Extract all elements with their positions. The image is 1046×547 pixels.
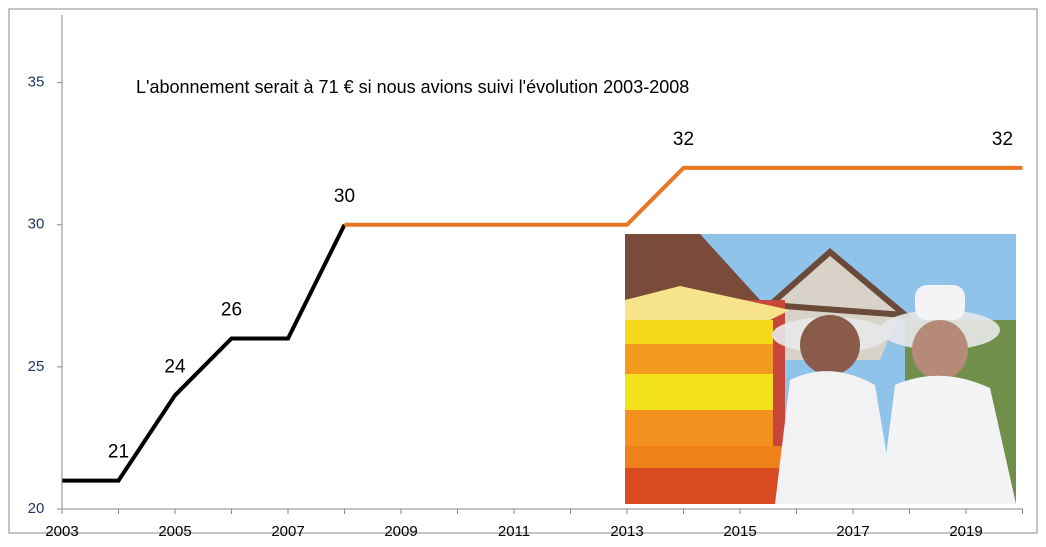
data-label: 21	[108, 442, 129, 463]
x-tick-label: 2007	[271, 523, 304, 540]
annotation: L'abonnement serait à 71 € si nous avion…	[136, 77, 689, 97]
data-label: 32	[673, 129, 694, 150]
y-tick-label: 30	[28, 216, 45, 233]
x-tick-label: 2009	[384, 523, 417, 540]
y-tick-label: 25	[28, 358, 45, 375]
data-label: 24	[164, 356, 186, 377]
data-label: 30	[334, 186, 355, 207]
x-tick-label: 2011	[498, 523, 530, 540]
chart: L'abonnement serait à 71 € si nous avion…	[0, 0, 1046, 542]
x-tick-label: 2005	[158, 523, 191, 540]
x-tick-label: 2017	[836, 523, 869, 540]
y-tick-label: 20	[28, 500, 45, 517]
data-label: 32	[992, 129, 1013, 150]
x-tick-label: 2019	[949, 523, 982, 540]
x-tick-label: 2013	[610, 523, 643, 540]
x-tick-label: 2015	[723, 523, 756, 540]
y-tick-label: 35	[28, 74, 45, 91]
photo	[625, 234, 1016, 504]
data-label: 26	[221, 299, 242, 320]
x-tick-label: 2003	[45, 523, 78, 540]
